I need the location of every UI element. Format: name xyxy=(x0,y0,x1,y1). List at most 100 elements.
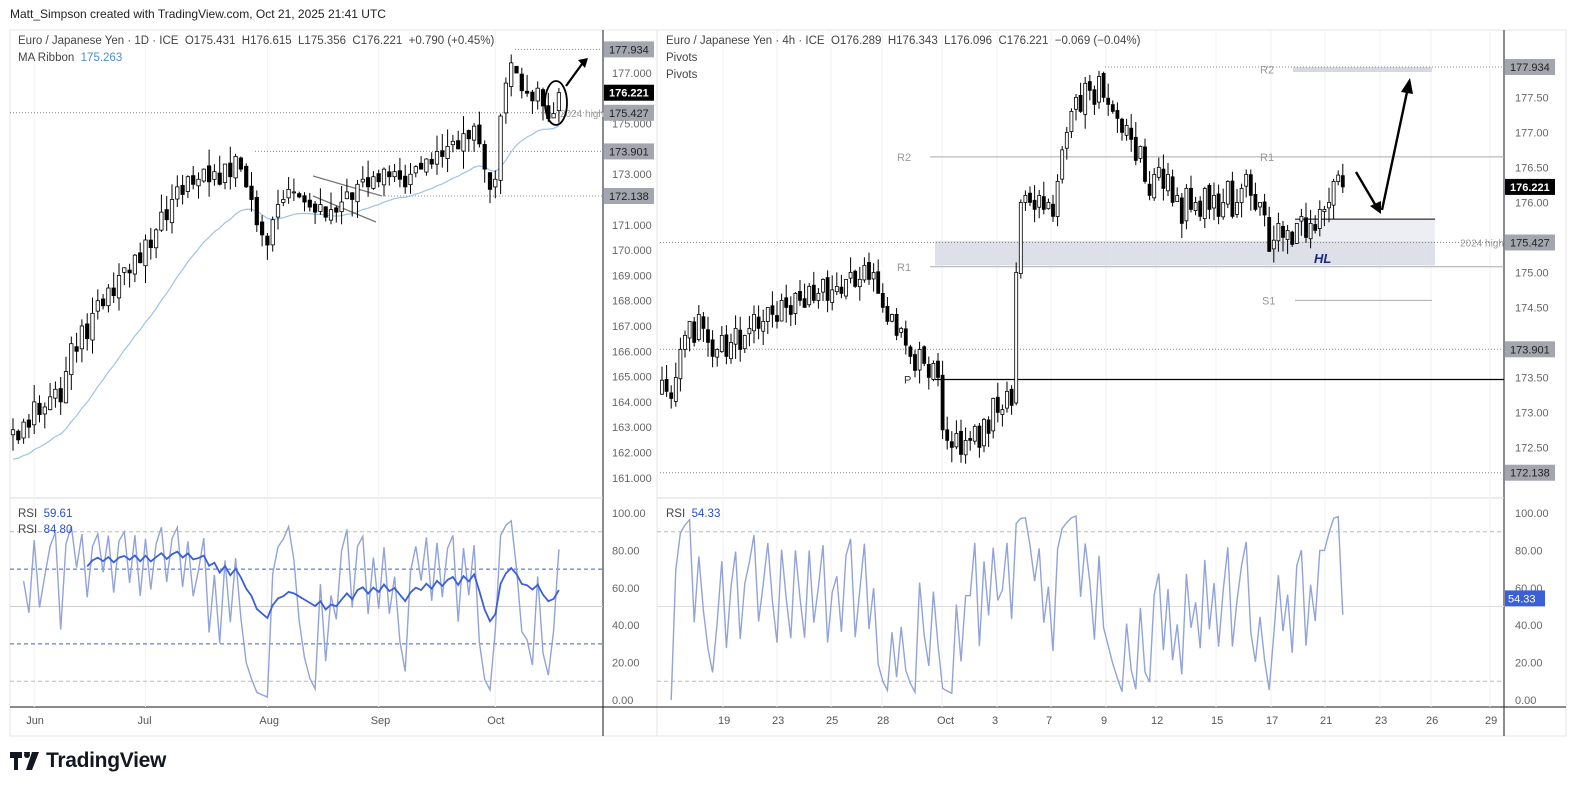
daily-candle xyxy=(180,184,185,195)
price-label: 177.934 xyxy=(609,44,649,56)
y-tick-label: 173.000 xyxy=(612,169,652,181)
rsi2-legend[interactable]: RSI 84.80 xyxy=(18,522,72,538)
right-high: H176.343 xyxy=(887,35,938,47)
daily-candle xyxy=(101,298,106,307)
daily-candle xyxy=(477,124,482,145)
4h-candle xyxy=(1156,166,1161,178)
4h-candle xyxy=(1271,239,1276,250)
flag-channel-upper xyxy=(312,175,383,197)
price-label-box xyxy=(1505,234,1555,251)
daily-candle xyxy=(48,396,53,411)
4h-candle xyxy=(834,285,839,293)
right-open: O176.289 xyxy=(830,35,882,47)
4h-candle xyxy=(779,299,784,322)
4h-candle xyxy=(683,334,687,350)
4h-candle xyxy=(913,354,917,371)
r2-zone xyxy=(1293,67,1432,72)
left-high: H176.615 xyxy=(241,35,292,47)
4h-candle xyxy=(1074,96,1078,110)
price-label: 173.901 xyxy=(609,146,649,158)
4h-candle xyxy=(1239,187,1244,204)
y-tick-label: 169.000 xyxy=(612,270,652,282)
4h-candle xyxy=(1290,231,1295,245)
daily-candle xyxy=(132,254,137,275)
4h-candle xyxy=(692,321,697,343)
4h-candle xyxy=(1230,180,1235,217)
daily-candle xyxy=(450,140,456,146)
right-rsi-legend[interactable]: RSI 54.33 xyxy=(666,506,720,523)
price-label: 176.221 xyxy=(609,88,649,100)
4h-candle xyxy=(793,292,798,314)
daily-candle xyxy=(244,165,249,188)
pivot-label-prev-r1: R1 xyxy=(897,262,911,274)
4h-candle xyxy=(1189,187,1193,210)
4h-candle xyxy=(811,284,816,301)
price-label-box xyxy=(1505,178,1555,195)
tradingview-logo[interactable]: TradingView xyxy=(10,749,166,773)
x-tick-label: 19 xyxy=(718,715,730,727)
4h-candle xyxy=(959,430,963,455)
4h-candle xyxy=(761,320,766,332)
4h-candle xyxy=(1064,131,1069,149)
pivot-label-r2: R2 xyxy=(1260,64,1274,76)
daily-candle xyxy=(281,199,286,203)
price-label-box xyxy=(1505,464,1555,481)
4h-candle xyxy=(1133,136,1138,161)
rsi-y-tick-label: 100.00 xyxy=(1515,508,1549,520)
price-label: 173.901 xyxy=(1510,344,1550,356)
daily-candle xyxy=(286,188,291,199)
right-legend: Euro / Japanese Yen · 4h · ICE O176.289 … xyxy=(666,33,1140,84)
4h-candle xyxy=(1253,193,1258,210)
pivots-legend-2[interactable]: Pivots xyxy=(666,69,698,81)
4h-candle xyxy=(871,271,876,280)
daily-candle xyxy=(445,145,450,159)
y-tick-label: 171.000 xyxy=(612,220,652,232)
daily-candle xyxy=(403,175,408,188)
daily-candle xyxy=(138,252,143,264)
highlight-ellipse xyxy=(544,80,568,126)
daily-candle xyxy=(392,171,397,178)
4h-candle xyxy=(954,432,959,448)
daily-candle xyxy=(456,140,461,150)
daily-candle xyxy=(493,178,498,188)
daily-candle xyxy=(440,150,445,157)
4h-candle xyxy=(1161,168,1166,189)
4h-candle xyxy=(733,327,738,345)
rsi-y-tick-label: 100.00 xyxy=(612,508,646,520)
hl-label: HL xyxy=(1314,251,1331,266)
y-tick-label: 163.000 xyxy=(612,422,652,434)
4h-candle xyxy=(1340,175,1345,188)
left-ohlc-row: Euro / Japanese Yen · 1D · ICE O175.431 … xyxy=(18,33,494,50)
daily-candle xyxy=(32,401,37,426)
right-close: C176.221 xyxy=(998,35,1049,47)
4h-candle xyxy=(1147,183,1152,196)
4h-candle xyxy=(1285,229,1290,240)
daily-candle xyxy=(106,287,111,307)
4h-candle xyxy=(696,313,701,340)
pivots-legend-1[interactable]: Pivots xyxy=(666,52,698,64)
x-tick-label: 12 xyxy=(1151,715,1163,727)
4h-candle xyxy=(936,360,940,378)
annotation-2024-high: 2024 high xyxy=(1460,238,1504,249)
4h-candle xyxy=(1336,174,1341,182)
rsi1-legend[interactable]: RSI 59.61 xyxy=(18,506,72,522)
price-label: 175.427 xyxy=(1510,237,1550,249)
daily-candle xyxy=(503,82,509,114)
4h-candle xyxy=(1322,208,1327,213)
4h-candle xyxy=(995,396,1000,413)
x-tick-label: 23 xyxy=(772,715,784,727)
ma-ribbon-legend[interactable]: MA Ribbon 175.263 xyxy=(18,50,494,67)
4h-candle xyxy=(1313,224,1318,231)
y-tick-label: 172.50 xyxy=(1515,442,1549,454)
pivot-label-r1: R1 xyxy=(1260,152,1274,164)
y-tick-label: 164.000 xyxy=(612,397,652,409)
daily-candle xyxy=(482,144,487,170)
pivot-label-s1: S1 xyxy=(1262,295,1275,307)
daily-candle xyxy=(212,171,217,180)
x-tick-label: Sep xyxy=(371,715,391,727)
4h-candle xyxy=(664,379,669,392)
4h-candle xyxy=(1207,184,1212,210)
4h-candle xyxy=(1262,201,1267,216)
rsi-y-tick-label: 40.00 xyxy=(612,620,640,632)
